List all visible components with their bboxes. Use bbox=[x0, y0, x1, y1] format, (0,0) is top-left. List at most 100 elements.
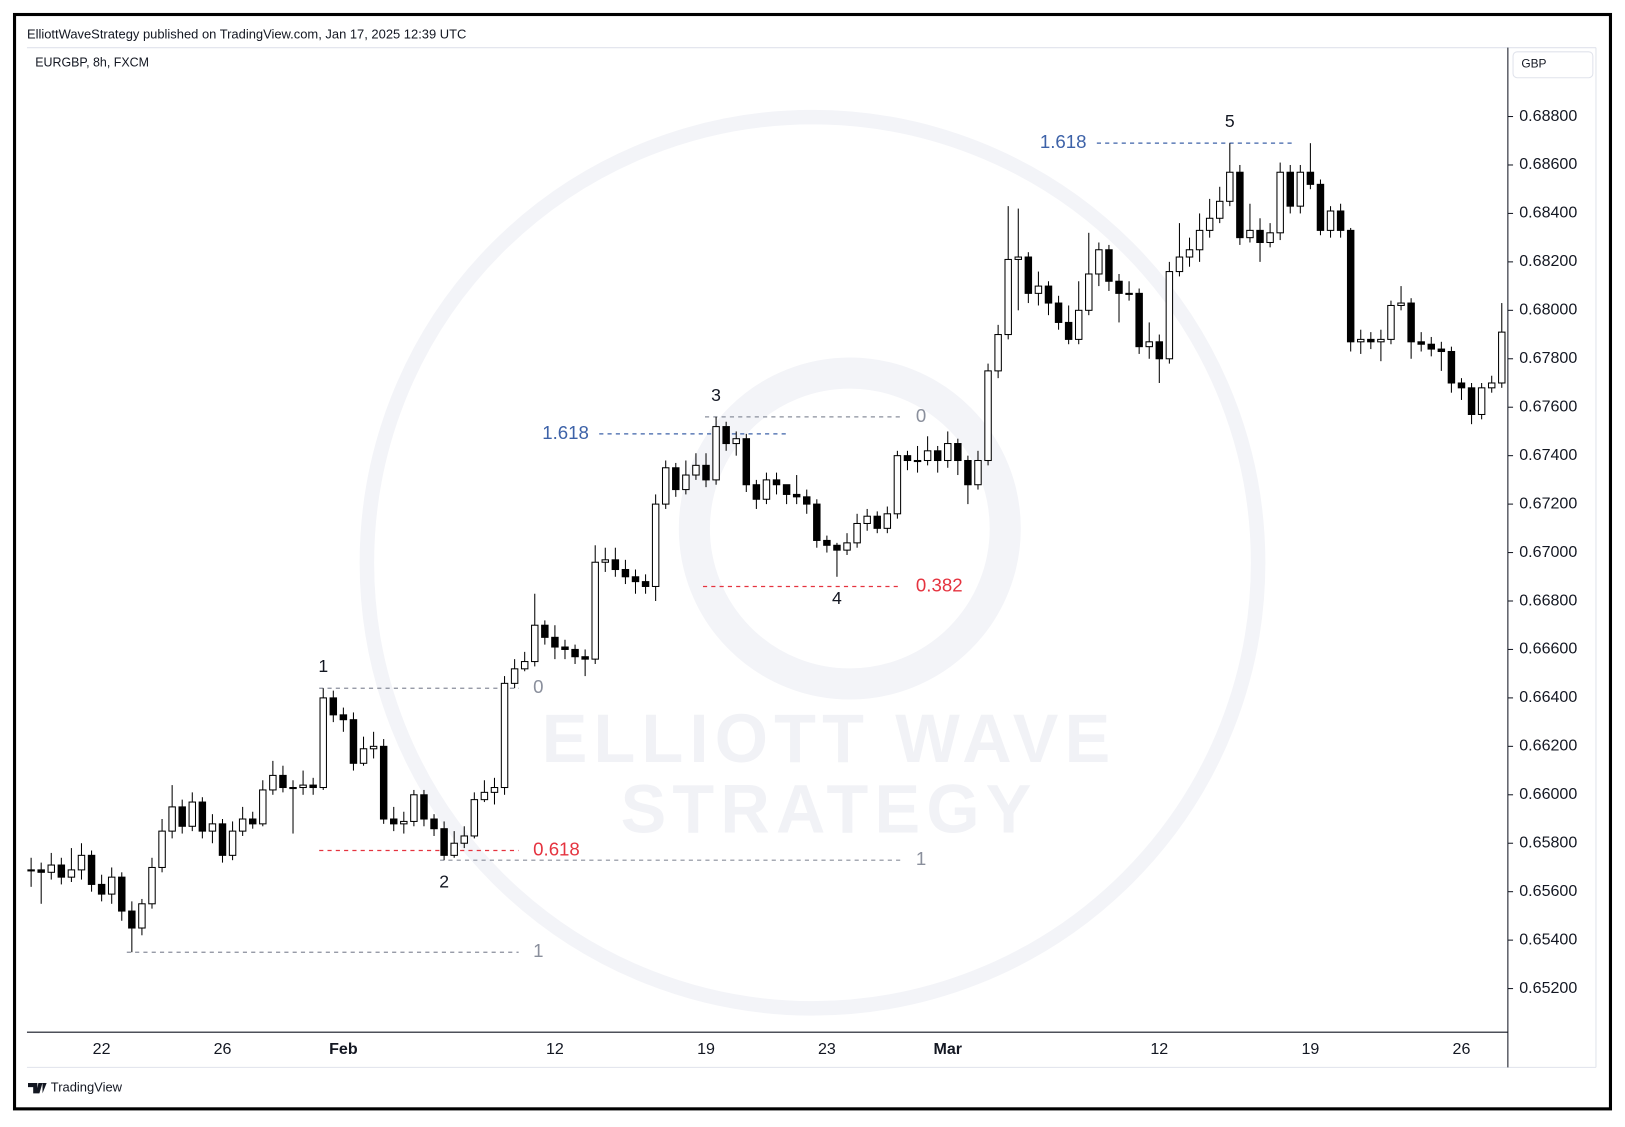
candle-body bbox=[1165, 271, 1174, 360]
y-tick-label: 0.67400 bbox=[1519, 446, 1577, 464]
candle-body bbox=[923, 450, 932, 462]
candle-body bbox=[722, 426, 730, 445]
candle-body bbox=[1205, 217, 1214, 231]
candle-body bbox=[1085, 273, 1093, 311]
candle-body bbox=[208, 823, 217, 832]
candle-body bbox=[551, 636, 559, 648]
candle-body bbox=[561, 646, 569, 650]
candle-body bbox=[1125, 292, 1133, 295]
candle-body bbox=[1336, 210, 1345, 231]
candle-body bbox=[782, 484, 791, 495]
y-tick-label: 0.66400 bbox=[1519, 688, 1577, 706]
candle-body bbox=[702, 464, 710, 481]
candle-body bbox=[77, 854, 86, 871]
y-tick-label: 0.68000 bbox=[1519, 301, 1577, 319]
currency-label[interactable]: GBP bbox=[1521, 56, 1546, 70]
candle-body bbox=[1044, 285, 1053, 304]
candle-body bbox=[279, 774, 287, 789]
candle-body bbox=[1185, 249, 1194, 258]
candle-body bbox=[1145, 341, 1153, 348]
candle-body bbox=[510, 668, 519, 684]
y-tick-label: 0.65600 bbox=[1519, 882, 1577, 900]
candle-body bbox=[67, 869, 76, 878]
candle-body bbox=[682, 474, 690, 491]
candle-body bbox=[27, 869, 35, 872]
y-tick-label: 0.66200 bbox=[1519, 737, 1577, 755]
candle-body bbox=[299, 784, 307, 789]
candle-body bbox=[1316, 183, 1325, 231]
candle-body bbox=[319, 697, 327, 789]
y-tick-label: 0.66000 bbox=[1519, 785, 1577, 803]
candle-body bbox=[1266, 232, 1274, 244]
fib-label: 1.618 bbox=[542, 422, 589, 443]
candle-body bbox=[379, 745, 388, 820]
candle-body bbox=[1216, 200, 1224, 219]
x-tick-label: 19 bbox=[697, 1040, 715, 1058]
y-tick-label: 0.67800 bbox=[1519, 349, 1577, 367]
candle-body bbox=[1195, 229, 1204, 251]
y-tick-label: 0.65800 bbox=[1519, 833, 1577, 851]
candle-body bbox=[1175, 256, 1184, 273]
candle-body bbox=[1306, 171, 1315, 185]
x-tick-label: Mar bbox=[933, 1040, 962, 1058]
candle-body bbox=[672, 467, 680, 491]
x-tick-label: 26 bbox=[214, 1040, 232, 1058]
candle-body bbox=[944, 443, 952, 462]
candle-body bbox=[732, 438, 740, 445]
candle-body bbox=[390, 818, 398, 825]
candles bbox=[27, 143, 1506, 953]
x-tick-label: 23 bbox=[818, 1040, 836, 1058]
currency-box[interactable] bbox=[1512, 51, 1594, 79]
candle-body bbox=[752, 484, 761, 500]
y-tick-label: 0.68600 bbox=[1519, 155, 1577, 173]
candle-body bbox=[329, 697, 338, 716]
candle-body bbox=[1004, 258, 1012, 336]
candle-body bbox=[581, 656, 589, 660]
x-tick-label: Feb bbox=[329, 1040, 358, 1058]
candle-body bbox=[621, 568, 630, 578]
candle-body bbox=[1417, 341, 1425, 345]
candle-body bbox=[1397, 302, 1405, 306]
candle-body bbox=[1115, 280, 1123, 294]
candle-body bbox=[883, 513, 892, 529]
y-tick-label: 0.68400 bbox=[1519, 204, 1577, 222]
candle-body bbox=[994, 334, 1002, 372]
candle-body bbox=[520, 661, 529, 670]
candle-body bbox=[1487, 382, 1496, 389]
candle-body bbox=[349, 719, 358, 764]
candle-body bbox=[742, 438, 751, 486]
candle-body bbox=[118, 876, 126, 912]
candle-body bbox=[823, 539, 831, 546]
candle-body bbox=[500, 682, 509, 789]
candle-body bbox=[158, 830, 166, 868]
candle-body bbox=[1135, 292, 1143, 348]
candle-body bbox=[188, 801, 197, 827]
candle-body bbox=[1387, 304, 1395, 340]
candle-body bbox=[1226, 171, 1234, 202]
candle-body bbox=[480, 791, 489, 801]
fib-label: 0 bbox=[533, 676, 543, 697]
fib-levels: 1 0 0.618 1 1.618 0 0.382 1.618 bbox=[126, 131, 1294, 961]
candle-body bbox=[1357, 338, 1365, 343]
y-tick-label: 0.66800 bbox=[1519, 591, 1577, 609]
watermark-ring bbox=[359, 109, 1266, 1016]
wave-label: 4 bbox=[832, 588, 842, 608]
wave-label: 5 bbox=[1225, 111, 1235, 131]
candle-body bbox=[692, 464, 700, 476]
candle-body bbox=[218, 823, 227, 856]
candle-body bbox=[591, 561, 599, 660]
candle-body bbox=[289, 787, 297, 790]
candle-body bbox=[1064, 321, 1073, 340]
candle-body bbox=[833, 544, 841, 551]
wave-label: 2 bbox=[439, 872, 449, 892]
fib-label: 0.618 bbox=[533, 838, 580, 859]
candle-body bbox=[1498, 331, 1506, 384]
y-tick-label: 0.68200 bbox=[1519, 252, 1577, 270]
candle-body bbox=[712, 426, 720, 481]
candle-body bbox=[470, 799, 479, 837]
y-tick-label: 0.68800 bbox=[1519, 107, 1577, 125]
candle-body bbox=[1427, 343, 1435, 350]
candle-body bbox=[1236, 171, 1244, 239]
candle-body bbox=[803, 496, 811, 505]
